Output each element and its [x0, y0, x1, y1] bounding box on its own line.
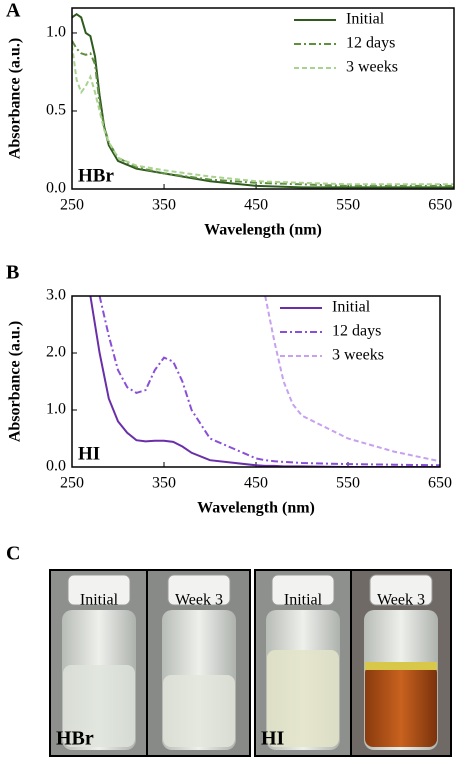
- annotation: HI: [78, 443, 100, 464]
- series-line: [72, 12, 454, 189]
- plot-frame: [71, 295, 441, 468]
- y-tick-label: 0.0: [46, 458, 66, 475]
- vial-cap: [167, 574, 231, 606]
- x-axis-label: Wavelength (nm): [197, 500, 315, 517]
- liquid: [267, 650, 339, 747]
- y-tick-label: 0.0: [46, 180, 66, 197]
- vial-cap: [271, 574, 335, 606]
- legend-label: 12 days: [346, 35, 395, 52]
- y-axis-label: Absorbance (a.u.): [7, 38, 24, 159]
- x-tick-label: 550: [336, 197, 360, 214]
- group-label: HBr: [56, 728, 94, 750]
- panel-label: A: [6, 0, 21, 22]
- x-tick-label: 650: [428, 475, 452, 492]
- vial-cap: [369, 574, 433, 606]
- plot-frame: [71, 7, 455, 190]
- y-tick-label: 1.0: [46, 401, 66, 418]
- x-tick-label: 250: [60, 475, 84, 492]
- panel-label: B: [6, 262, 19, 284]
- liquid: [365, 665, 437, 747]
- annotation: HBr: [78, 165, 114, 186]
- group-label: HI: [261, 728, 285, 750]
- panel-label: C: [6, 543, 20, 565]
- x-tick-label: 450: [244, 197, 268, 214]
- photo-group: Initial Week 3 HI: [254, 569, 452, 757]
- y-tick-label: 2.0: [46, 344, 66, 361]
- series-line: [264, 296, 440, 463]
- series-line: [98, 296, 440, 467]
- series-line: [72, 40, 454, 187]
- y-axis-label: Absorbance (a.u.): [7, 321, 24, 442]
- x-tick-label: 450: [244, 475, 268, 492]
- legend-label: 3 weeks: [332, 347, 384, 364]
- y-tick-label: 1.0: [46, 24, 66, 41]
- vial-cap: [67, 574, 131, 606]
- vial-label: Week 3: [377, 592, 425, 609]
- x-axis-label: Wavelength (nm): [204, 222, 322, 239]
- photo-group: Initial Week 3 HBr: [49, 569, 251, 757]
- x-tick-label: 350: [152, 475, 176, 492]
- liquid: [163, 675, 235, 747]
- series-line: [72, 45, 454, 186]
- series-line: [89, 296, 440, 467]
- x-tick-label: 550: [336, 475, 360, 492]
- vial-label: Initial: [284, 592, 323, 609]
- meniscus: [365, 662, 437, 670]
- legend-label: Initial: [332, 299, 371, 316]
- x-tick-label: 350: [152, 197, 176, 214]
- legend-label: 3 weeks: [346, 59, 398, 76]
- vial-label: Initial: [80, 592, 119, 609]
- y-tick-label: 3.0: [46, 287, 66, 304]
- x-tick-label: 650: [428, 197, 452, 214]
- liquid: [63, 665, 135, 747]
- legend-label: 12 days: [332, 323, 381, 340]
- legend-label: Initial: [346, 11, 385, 28]
- vial-label: Week 3: [175, 592, 223, 609]
- x-tick-label: 250: [60, 197, 84, 214]
- y-tick-label: 0.5: [46, 102, 66, 119]
